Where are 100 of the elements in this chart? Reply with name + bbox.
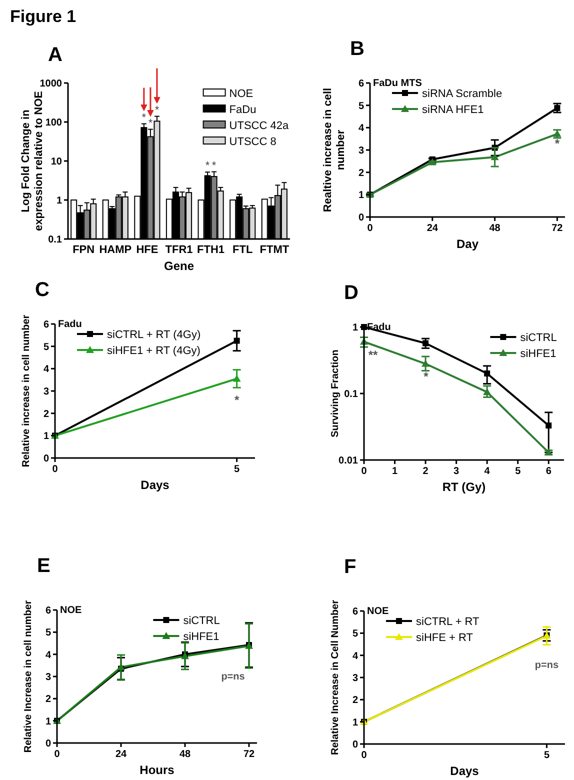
annotation: * (554, 136, 560, 150)
chart-title: F (344, 556, 356, 578)
x-tick-label: 48 (489, 223, 501, 234)
y-tick-label: 3 (358, 146, 364, 156)
annotation: Fadu (58, 319, 82, 330)
y-tick-label: 3 (45, 672, 52, 683)
x-axis-title: Day (456, 237, 479, 251)
y-tick-label: 5 (43, 342, 50, 353)
y-tick-label: 4 (358, 123, 364, 134)
x-tick-label: 5 (234, 464, 240, 475)
legend-label: FaDu (229, 104, 256, 116)
x-tick-label: 24 (115, 749, 127, 760)
x-tick-label: 4 (484, 466, 490, 477)
y-tick-label: 0 (352, 740, 358, 750)
legend-label: siCTRL (183, 615, 220, 627)
data-label: * (205, 160, 210, 172)
annotation: NOE (60, 605, 82, 616)
x-axis-title: Days (140, 478, 170, 492)
data-label: * (212, 160, 217, 172)
y-tick-label: 100 (45, 118, 62, 128)
y-axis-title: Relative increase in cell number (21, 314, 32, 468)
annotation: * (234, 392, 240, 407)
annotation: p=ns (221, 672, 246, 683)
y-tick-label: 1 (358, 190, 364, 202)
x-tick-label: FPN (72, 244, 95, 256)
x-tick-label: 0 (367, 223, 374, 234)
legend-label: siCTRL + RT (416, 616, 480, 628)
y-axis-title: Relative Increase in Cell Number (330, 600, 341, 756)
y-tick-label: 0 (43, 454, 50, 464)
x-tick-label: TFR1 (165, 244, 193, 256)
y-tick-label: 10 (50, 156, 62, 168)
x-tick-label: 1 (392, 466, 398, 477)
legend-label: NOE (229, 88, 254, 100)
x-tick-label: 72 (243, 749, 255, 760)
annotation: p=ns (534, 660, 559, 672)
x-tick-label: 48 (179, 749, 191, 760)
y-axis-title: Relative Increase in cell number (23, 600, 34, 753)
y-tick-label: 1 (56, 196, 62, 206)
y-tick-label: 1000 (40, 78, 62, 90)
x-tick-label: FTL (232, 244, 253, 256)
y-axis-title: Surviving Fraction (330, 350, 341, 438)
annotation: FaDu MTS (373, 78, 422, 89)
y-tick-label: 6 (43, 320, 50, 330)
y-tick-label: 1 (45, 716, 52, 728)
y-tick-label: 0.1 (344, 389, 358, 400)
x-tick-label: FTMT (260, 244, 290, 256)
legend-label: UTSCC 42a (229, 120, 290, 132)
annotation: * (424, 369, 429, 384)
y-tick-label: 6 (352, 606, 358, 618)
x-tick-label: 24 (426, 223, 438, 234)
y-tick-label: 2 (43, 408, 50, 420)
y-tick-label: 6 (45, 606, 52, 616)
y-tick-label: 1 (43, 431, 50, 442)
x-axis-title: Days (450, 764, 480, 778)
y-tick-label: 3 (352, 673, 358, 684)
data-label: * (142, 112, 147, 124)
legend-label: UTSCC 8 (229, 136, 276, 148)
y-tick-label: 3 (43, 386, 50, 398)
chart-title: C (35, 279, 50, 301)
y-tick-label: 0.01 (338, 456, 358, 466)
annotation: NOE (367, 606, 389, 617)
y-tick-label: 2 (358, 168, 364, 179)
legend-label: siHFE1 (183, 631, 220, 643)
y-axis-title: Realtive increase in cell number (322, 88, 347, 212)
x-tick-label: 2 (422, 466, 429, 477)
legend-label: siCTRL (520, 332, 557, 344)
data-label: * (148, 117, 154, 130)
y-tick-label: 4 (45, 650, 52, 661)
y-tick-label: 2 (45, 694, 52, 706)
y-tick-label: 4 (352, 650, 358, 662)
legend-label: siRNA Scramble (422, 88, 502, 100)
x-tick-label: 72 (552, 223, 564, 234)
legend-label: siCTRL + RT (4Gy) (107, 329, 201, 341)
y-tick-label: 1 (352, 717, 358, 728)
chart-title: B (350, 38, 364, 60)
x-tick-label: 6 (546, 466, 552, 477)
x-tick-label: 5 (544, 750, 550, 761)
legend-label: siRNA HFE1 (422, 104, 484, 116)
y-tick-label: 5 (358, 100, 364, 112)
x-axis-title: RT (Gy) (442, 480, 486, 494)
data-label: * (154, 104, 160, 116)
x-tick-label: FTH1 (197, 244, 225, 256)
x-tick-label: 5 (515, 466, 522, 477)
y-tick-label: 0 (358, 212, 364, 224)
x-axis-title: Hours (140, 763, 175, 777)
y-axis-title: Log Fold Change in expression relative to NOE (20, 91, 45, 231)
y-tick-label: 1 (352, 322, 358, 334)
y-tick-label: 0 (45, 738, 52, 750)
legend-label: siHFE + RT (416, 632, 474, 644)
chart-title: E (37, 555, 50, 577)
legend-label: siHFE1 + RT (4Gy) (107, 345, 200, 357)
y-tick-label: 4 (43, 364, 50, 376)
y-tick-label: 5 (352, 628, 358, 640)
y-tick-label: 0.1 (48, 234, 62, 246)
x-axis-title: Gene (164, 259, 194, 273)
y-tick-label: 6 (358, 78, 364, 90)
chart-title: A (48, 44, 62, 66)
x-tick-label: HAMP (99, 244, 132, 256)
x-tick-label: 3 (454, 466, 460, 477)
chart-title: D (344, 282, 358, 304)
